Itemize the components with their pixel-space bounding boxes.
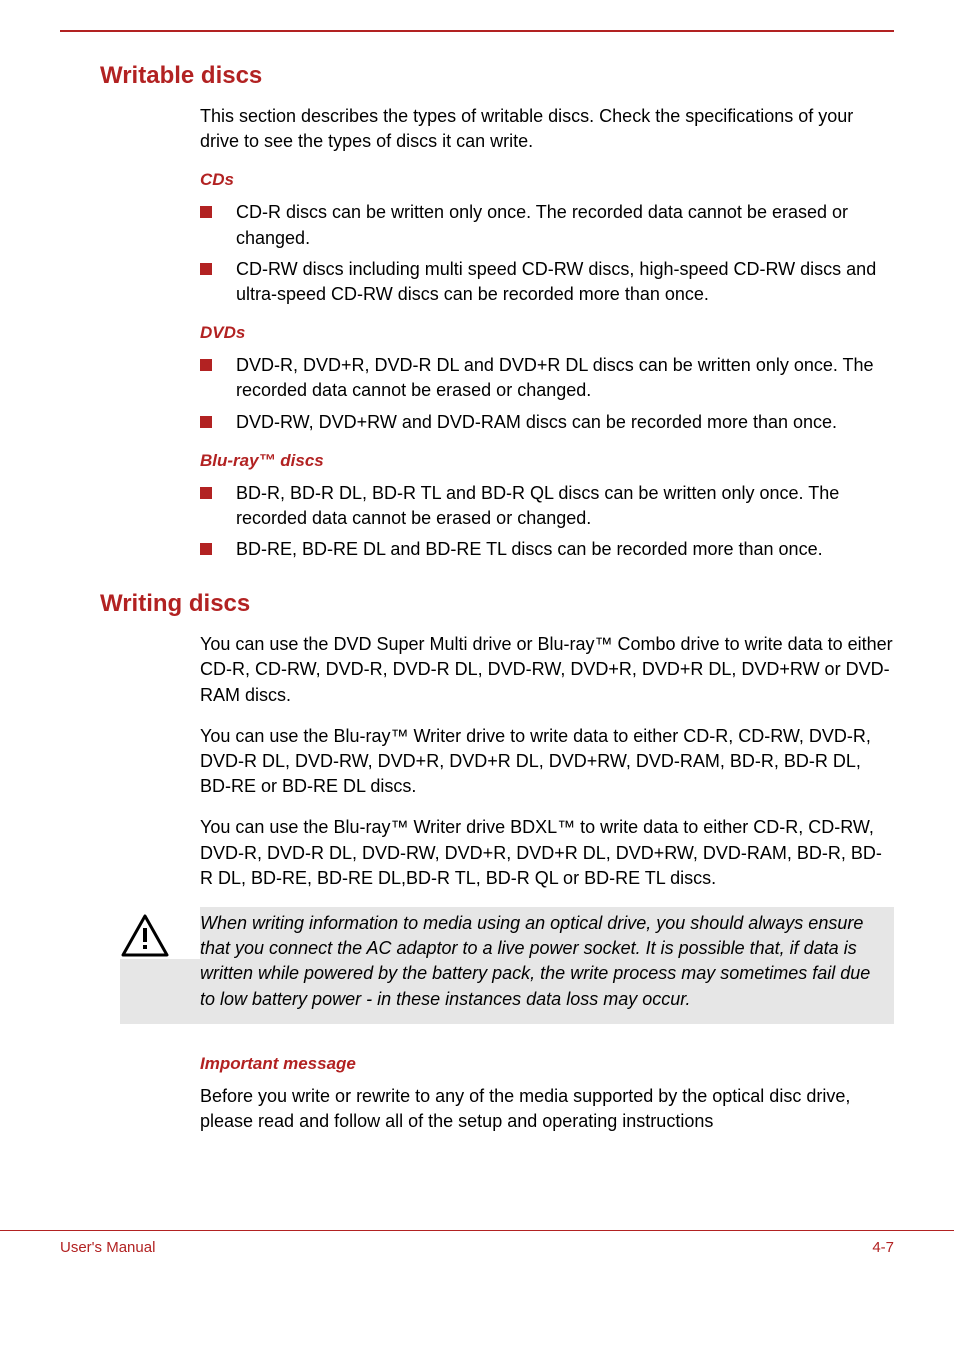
warning-text: When writing information to media using …	[200, 907, 894, 1024]
dvds-list: DVD-R, DVD+R, DVD-R DL and DVD+R DL disc…	[200, 353, 894, 435]
list-item: BD-RE, BD-RE DL and BD-RE TL discs can b…	[200, 537, 894, 562]
important-text: Before you write or rewrite to any of th…	[200, 1084, 894, 1134]
intro-paragraph: This section describes the types of writ…	[200, 104, 894, 154]
bluray-list: BD-R, BD-R DL, BD-R TL and BD-R QL discs…	[200, 481, 894, 563]
list-item: DVD-R, DVD+R, DVD-R DL and DVD+R DL disc…	[200, 353, 894, 403]
page-footer: User's Manual 4-7	[0, 1231, 954, 1286]
writing-para-2: You can use the Blu-ray™ Writer drive to…	[200, 724, 894, 800]
page-content: Writable discs This section describes th…	[0, 0, 954, 1170]
cds-list: CD-R discs can be written only once. The…	[200, 200, 894, 307]
list-item: CD-RW discs including multi speed CD-RW …	[200, 257, 894, 307]
list-item: DVD-RW, DVD+RW and DVD-RAM discs can be …	[200, 410, 894, 435]
section-heading-writing-discs: Writing discs	[100, 590, 894, 618]
writing-para-1: You can use the DVD Super Multi drive or…	[200, 632, 894, 708]
subheading-cds: CDs	[200, 170, 894, 190]
subheading-dvds: DVDs	[200, 323, 894, 343]
subheading-bluray: Blu-ray™ discs	[200, 451, 894, 471]
subheading-important: Important message	[200, 1054, 894, 1074]
list-item: CD-R discs can be written only once. The…	[200, 200, 894, 250]
top-rule	[60, 30, 894, 32]
warning-icon	[120, 907, 200, 959]
section-heading-writable-discs: Writable discs	[100, 62, 894, 90]
list-item: BD-R, BD-R DL, BD-R TL and BD-R QL discs…	[200, 481, 894, 531]
footer-right: 4-7	[872, 1239, 894, 1256]
writing-para-3: You can use the Blu-ray™ Writer drive BD…	[200, 815, 894, 891]
footer-left: User's Manual	[60, 1239, 155, 1256]
warning-callout: When writing information to media using …	[120, 907, 894, 1024]
